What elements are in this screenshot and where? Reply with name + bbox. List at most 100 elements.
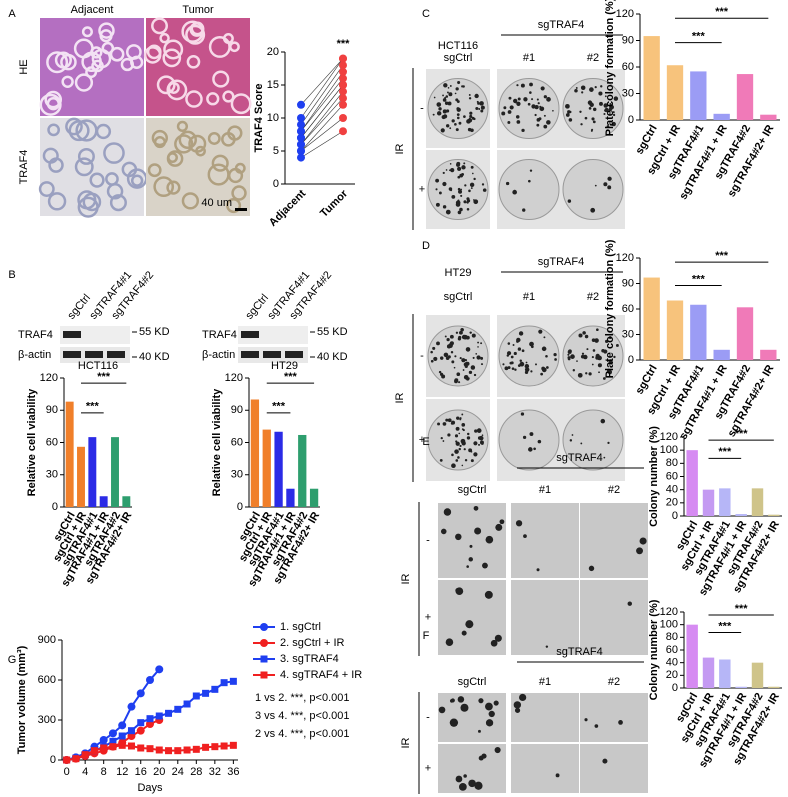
- colony: [469, 182, 475, 188]
- colony: [473, 373, 477, 377]
- colony: [480, 342, 483, 345]
- colony: [466, 565, 469, 568]
- colony: [597, 355, 602, 361]
- scale-label: 40 um: [201, 197, 232, 209]
- colony: [503, 106, 507, 110]
- row-label: TRAF4: [18, 150, 30, 185]
- y-tick-label: 60: [622, 303, 634, 315]
- colony: [511, 367, 515, 370]
- colony: [462, 428, 465, 432]
- colony: [455, 441, 460, 446]
- colony: [436, 102, 442, 107]
- colony: [598, 91, 603, 96]
- colony: [463, 448, 466, 451]
- y-tick-label: 0: [50, 754, 56, 766]
- bar: [719, 659, 731, 688]
- colony: [445, 638, 454, 646]
- colony: [603, 103, 609, 108]
- row-title: IR: [400, 573, 412, 584]
- colony: [449, 127, 452, 130]
- ihc-image-gland: [109, 194, 127, 212]
- colony: [585, 372, 588, 375]
- colony: [461, 165, 466, 170]
- colony: [443, 352, 449, 358]
- y-tick-label: 600: [38, 674, 56, 686]
- colony: [528, 179, 531, 183]
- colony: [520, 83, 525, 88]
- colony: [457, 199, 460, 202]
- colony: [461, 334, 467, 340]
- colony: [516, 120, 521, 124]
- colony: [546, 120, 551, 125]
- y-tick-label: 300: [38, 714, 56, 726]
- colony: [514, 707, 521, 713]
- colony: [468, 94, 471, 96]
- colony: [582, 331, 586, 335]
- pair-line: [300, 58, 344, 106]
- colony: [456, 100, 460, 103]
- colony: [469, 111, 473, 115]
- bar: [735, 514, 747, 516]
- colony: [463, 374, 469, 380]
- row-label: +: [425, 762, 431, 774]
- plate-dish: [498, 159, 560, 220]
- colony: [461, 464, 464, 467]
- colony: [535, 363, 537, 366]
- colony: [609, 103, 612, 106]
- colony: [604, 95, 607, 98]
- colony: [458, 121, 462, 125]
- ihc-image-gland: [38, 181, 55, 197]
- y-tick-label: 900: [38, 634, 56, 646]
- colony: [576, 360, 578, 362]
- colony: [543, 95, 547, 99]
- colony: [516, 340, 519, 343]
- point: [220, 742, 228, 750]
- point: [229, 677, 237, 685]
- he-image-gland: [46, 51, 69, 74]
- point: [339, 54, 347, 63]
- colony: [524, 370, 529, 375]
- colony: [603, 349, 608, 354]
- colony: [450, 422, 454, 425]
- colony: [534, 113, 537, 117]
- colony: [436, 111, 442, 116]
- colony: [440, 128, 445, 133]
- significance-label: ***: [718, 446, 732, 458]
- colony: [543, 336, 546, 339]
- y-tick-label: 100: [660, 619, 678, 631]
- colony: [463, 200, 467, 204]
- group-label: sgTRAF4: [538, 256, 584, 268]
- y-tick-label: 30: [231, 469, 243, 481]
- colony: [518, 331, 524, 336]
- legend-marker: [260, 623, 268, 631]
- colony: [478, 729, 481, 733]
- colony: [525, 361, 528, 364]
- y-tick-label: 0: [628, 354, 634, 366]
- field-image: [511, 693, 579, 742]
- colony: [579, 110, 582, 113]
- colony: [592, 107, 597, 112]
- colony: [432, 346, 436, 350]
- y-tick-label: 90: [622, 277, 634, 289]
- colony: [529, 432, 534, 436]
- bar: [736, 74, 754, 120]
- colony: [588, 106, 592, 110]
- he-image-gland: [151, 17, 168, 35]
- colony: [451, 453, 454, 457]
- ihc-image-gland: [174, 134, 194, 154]
- colony: [468, 557, 473, 562]
- ihc-image-gland: [77, 190, 97, 210]
- y-tick-label: 30: [622, 87, 634, 99]
- colony: [480, 363, 484, 366]
- field-image: [580, 580, 648, 655]
- bar: [65, 401, 74, 507]
- significance-label: ***: [97, 371, 111, 383]
- y-tick-label: 10: [267, 112, 279, 124]
- significance-label: ***: [86, 401, 100, 413]
- point: [165, 709, 173, 717]
- y-tick-label: 100: [660, 444, 678, 456]
- colony: [509, 105, 514, 110]
- colony: [442, 181, 447, 187]
- band: [107, 351, 125, 358]
